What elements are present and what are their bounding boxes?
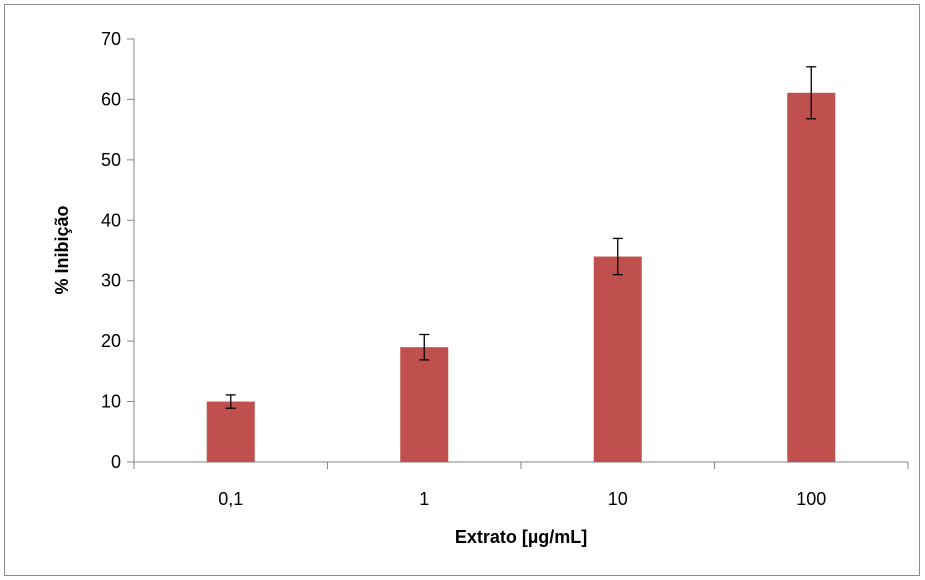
error-bars <box>225 66 817 409</box>
y-axis: 0 10 20 30 40 50 60 70 <box>101 29 135 472</box>
bar <box>206 401 255 462</box>
x-axis-title: Extrato [µg/mL] <box>455 527 587 547</box>
bar <box>400 347 449 462</box>
bar <box>787 92 836 462</box>
bar <box>593 256 642 462</box>
x-tick-label: 0,1 <box>218 489 243 509</box>
x-tick-label: 10 <box>608 489 628 509</box>
y-tick-label: 70 <box>101 29 121 49</box>
y-tick-label: 50 <box>101 150 121 170</box>
chart-frame <box>4 4 920 576</box>
x-tick-label: 100 <box>796 489 826 509</box>
y-tick-label: 40 <box>101 210 121 230</box>
y-tick-label: 0 <box>111 452 121 472</box>
x-axis: 0,1 1 10 100 <box>133 461 909 509</box>
y-tick-label: 60 <box>101 89 121 109</box>
bars <box>206 92 836 462</box>
y-tick-label: 10 <box>101 392 121 412</box>
y-tick-label: 20 <box>101 331 121 351</box>
y-axis-title: % Inibição <box>52 205 72 294</box>
x-tick-label: 1 <box>419 489 429 509</box>
y-tick-label: 30 <box>101 271 121 291</box>
